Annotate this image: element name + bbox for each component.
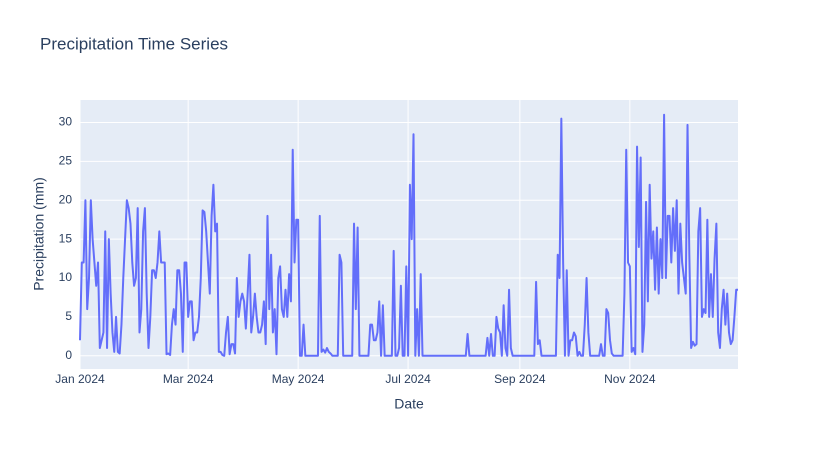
data-line	[79, 113, 738, 357]
x-tick-label: Mar 2024	[163, 372, 214, 386]
y-tick-label: 20	[59, 192, 73, 206]
x-tick-label: Jul 2024	[385, 372, 431, 386]
y-tick-label: 25	[59, 154, 73, 168]
x-tick-label: Nov 2024	[604, 372, 656, 386]
marks	[79, 113, 738, 357]
x-tick-label: May 2024	[272, 372, 325, 386]
y-tick-label: 10	[59, 270, 73, 284]
x-tick-label: Jan 2024	[55, 372, 105, 386]
y-tick-label: 30	[59, 115, 73, 129]
y-tick-label: 5	[65, 309, 72, 323]
y-tick-label: 15	[59, 231, 73, 245]
x-axis-title: Date	[394, 396, 424, 412]
x-tick-label: Sep 2024	[494, 372, 546, 386]
chart-title: Precipitation Time Series	[40, 34, 228, 53]
y-axis-title: Precipitation (mm)	[31, 177, 47, 291]
y-tick-label: 0	[65, 348, 72, 362]
